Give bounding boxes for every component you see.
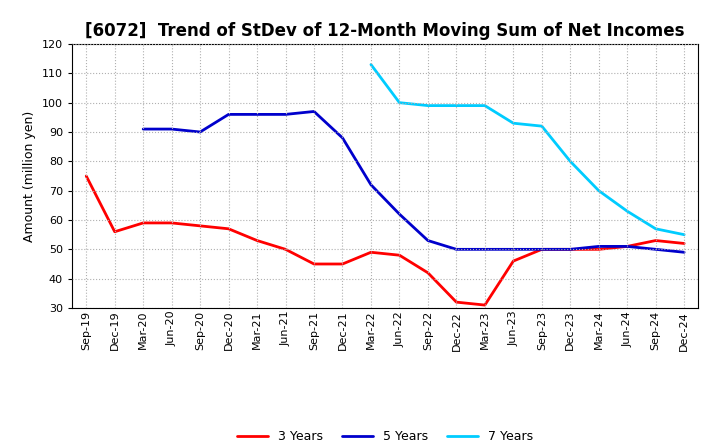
5 Years xyxy=(366,182,375,187)
7 Years xyxy=(623,209,631,214)
5 Years xyxy=(680,249,688,255)
7 Years xyxy=(366,62,375,67)
7 Years xyxy=(537,124,546,129)
7 Years xyxy=(680,232,688,237)
3 Years xyxy=(310,261,318,267)
3 Years xyxy=(139,220,148,226)
5 Years xyxy=(480,247,489,252)
3 Years xyxy=(366,249,375,255)
3 Years xyxy=(595,247,603,252)
3 Years xyxy=(282,247,290,252)
Line: 3 Years: 3 Years xyxy=(86,176,684,305)
3 Years xyxy=(566,247,575,252)
3 Years xyxy=(423,270,432,275)
3 Years xyxy=(537,247,546,252)
3 Years xyxy=(167,220,176,226)
5 Years xyxy=(338,135,347,140)
7 Years xyxy=(566,159,575,164)
3 Years xyxy=(480,302,489,308)
5 Years xyxy=(623,244,631,249)
5 Years xyxy=(566,247,575,252)
3 Years xyxy=(623,244,631,249)
3 Years xyxy=(225,226,233,231)
3 Years xyxy=(680,241,688,246)
5 Years xyxy=(452,247,461,252)
3 Years xyxy=(253,238,261,243)
3 Years xyxy=(509,258,518,264)
Line: 7 Years: 7 Years xyxy=(371,65,684,235)
3 Years xyxy=(196,223,204,228)
7 Years xyxy=(652,226,660,231)
5 Years xyxy=(509,247,518,252)
5 Years xyxy=(139,126,148,132)
3 Years xyxy=(82,173,91,179)
5 Years xyxy=(310,109,318,114)
5 Years xyxy=(595,244,603,249)
Line: 5 Years: 5 Years xyxy=(143,111,684,252)
7 Years xyxy=(595,188,603,193)
5 Years xyxy=(652,247,660,252)
3 Years xyxy=(110,229,119,235)
5 Years xyxy=(196,129,204,135)
5 Years xyxy=(423,238,432,243)
Y-axis label: Amount (million yen): Amount (million yen) xyxy=(23,110,36,242)
7 Years xyxy=(480,103,489,108)
Legend: 3 Years, 5 Years, 7 Years: 3 Years, 5 Years, 7 Years xyxy=(232,425,539,440)
3 Years xyxy=(338,261,347,267)
5 Years xyxy=(282,112,290,117)
3 Years xyxy=(395,253,404,258)
5 Years xyxy=(395,212,404,217)
7 Years xyxy=(395,100,404,105)
5 Years xyxy=(225,112,233,117)
3 Years xyxy=(452,300,461,305)
7 Years xyxy=(509,121,518,126)
3 Years xyxy=(652,238,660,243)
5 Years xyxy=(167,126,176,132)
7 Years xyxy=(452,103,461,108)
7 Years xyxy=(423,103,432,108)
Title: [6072]  Trend of StDev of 12-Month Moving Sum of Net Incomes: [6072] Trend of StDev of 12-Month Moving… xyxy=(86,22,685,40)
5 Years xyxy=(537,247,546,252)
5 Years xyxy=(253,112,261,117)
